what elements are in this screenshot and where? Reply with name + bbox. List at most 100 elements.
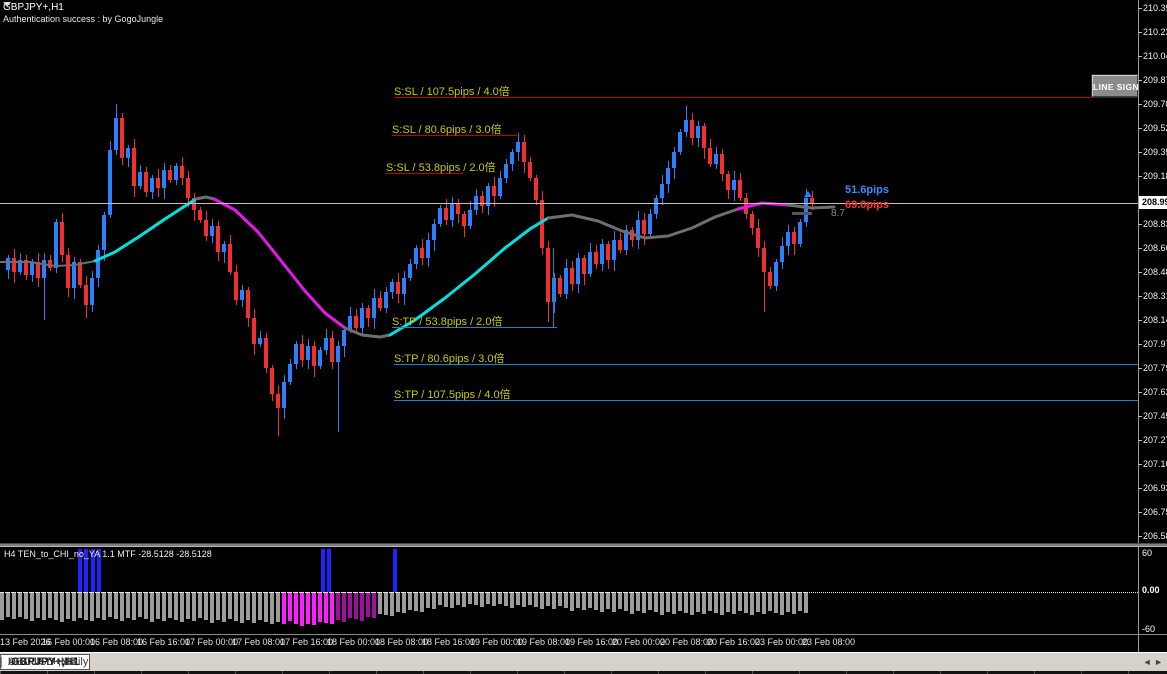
tp-level-line[interactable] — [394, 400, 1138, 401]
histogram-bar — [114, 592, 118, 619]
candle-body — [690, 120, 694, 138]
candle-body — [414, 248, 418, 264]
level-label: S:TP / 53.8pips / 2.0倍 — [392, 316, 503, 328]
signal-bar — [91, 549, 95, 592]
candle-body — [738, 180, 742, 198]
candle-wick — [338, 341, 339, 432]
candle-body — [60, 222, 64, 255]
chart-area[interactable]: S:SL / 107.5pips / 4.0倍 S:SL / 80.6pips /… — [0, 0, 1138, 543]
time-label: 13 Feb 2026 — [0, 637, 51, 647]
histogram-bar — [648, 592, 652, 610]
candle-body — [750, 214, 754, 228]
candle-body — [378, 298, 382, 308]
histogram-bar — [180, 592, 184, 622]
candle-body — [234, 272, 238, 300]
price-tick-label: 207.620 — [1143, 387, 1167, 397]
histogram-bar — [420, 592, 424, 612]
candle-wick — [224, 241, 225, 263]
candle-body — [648, 214, 652, 234]
sl-level-line[interactable] — [386, 173, 463, 174]
candle-body — [618, 240, 622, 250]
histogram-bar — [702, 592, 706, 614]
symbol-title-label: GBPJPY+,H1 — [3, 2, 64, 13]
price-tick-dash — [1138, 272, 1142, 273]
histogram-bar — [720, 592, 724, 615]
candle-body — [54, 222, 58, 268]
price-tick-dash — [1138, 368, 1142, 369]
histogram-bar — [156, 592, 160, 619]
chart-tab-usdjpy-m5[interactable]: USDJPY+,M5 — [8, 656, 77, 668]
histogram-bar — [222, 592, 226, 622]
histogram-bar — [24, 592, 28, 619]
candle-body — [516, 142, 520, 152]
candle-body — [132, 148, 136, 186]
histogram-bar — [348, 592, 352, 618]
histogram-bar — [270, 592, 274, 624]
price-tick-dash — [1138, 416, 1142, 417]
histogram-bar — [48, 592, 52, 618]
histogram-bar — [186, 592, 190, 619]
histogram-bar — [630, 592, 634, 614]
histogram-bar — [402, 592, 406, 613]
pane-separator[interactable] — [0, 543, 1167, 547]
candle-body — [36, 262, 40, 278]
candle-body — [336, 346, 340, 362]
candle-body — [258, 338, 262, 344]
histogram-bar — [732, 592, 736, 614]
price-tick-dash — [1138, 536, 1142, 537]
indicator-pane[interactable] — [0, 547, 1138, 634]
tp-level-line[interactable] — [394, 364, 1138, 365]
histogram-bar — [456, 592, 460, 605]
candle-body — [372, 298, 376, 318]
candle-body — [324, 338, 328, 350]
symbol-dropdown-icon[interactable] — [3, 2, 11, 7]
histogram-bar — [792, 592, 796, 614]
candle-body — [528, 162, 532, 178]
tab-scroll-arrows[interactable]: ◄ ► — [1142, 657, 1163, 667]
price-tick-label: 209.355 — [1143, 147, 1167, 157]
histogram-bar — [540, 592, 544, 609]
sl-level-line[interactable] — [394, 97, 1138, 98]
candle-body — [510, 152, 514, 164]
histogram-bar — [378, 592, 382, 614]
profit-pips-label: 51.6pips — [845, 184, 890, 196]
histogram-bar — [60, 592, 64, 622]
histogram-bar — [276, 592, 280, 622]
candle-body — [210, 226, 214, 236]
line-sign-button[interactable]: LINE SIGN — [1092, 75, 1139, 97]
histogram-bar — [678, 592, 682, 611]
candle-body — [444, 208, 448, 220]
histogram-bar — [234, 592, 238, 621]
histogram-bar — [636, 592, 640, 611]
chart-tab-gbpjpy-h1[interactable]: GBPJPY+,H1 — [0, 654, 91, 670]
time-label: 23 Feb 00:00 — [755, 637, 809, 647]
ma-segment — [194, 195, 216, 201]
histogram-bar — [360, 592, 364, 621]
histogram-bar — [252, 592, 256, 623]
histogram-bar — [372, 592, 376, 618]
candle-body — [612, 240, 616, 260]
chart-tab-usdjpy-h1[interactable]: USDJPY+,H1 — [8, 656, 75, 668]
candle-body — [270, 368, 274, 394]
sl-level-line[interactable] — [392, 135, 517, 136]
candle-body — [222, 244, 226, 252]
histogram-bar — [282, 592, 286, 624]
time-label: 20 Feb 00:00 — [612, 637, 666, 647]
histogram-bar — [660, 592, 664, 615]
price-tick-dash — [1138, 392, 1142, 393]
chart-tab-audusd-daily[interactable]: AUDUSD+,Daily — [8, 656, 89, 668]
histogram-bar — [72, 592, 76, 621]
time-label: 16 Feb 08:00 — [90, 637, 144, 647]
price-tick-label: 207.275 — [1143, 435, 1167, 445]
candle-body — [450, 204, 454, 220]
tp-level-line[interactable] — [392, 327, 557, 328]
price-tick-label: 209.525 — [1143, 123, 1167, 133]
candle-body — [90, 278, 94, 305]
histogram-bar — [726, 592, 730, 612]
histogram-bar — [126, 592, 130, 618]
price-tick-dash — [1138, 80, 1142, 81]
time-axis: 13 Feb 2026 16 Feb 00:00 16 Feb 08:00 16 Fe… — [0, 635, 1138, 652]
histogram-bar — [522, 592, 526, 607]
histogram-bar — [96, 592, 100, 618]
candle-body — [654, 198, 658, 214]
